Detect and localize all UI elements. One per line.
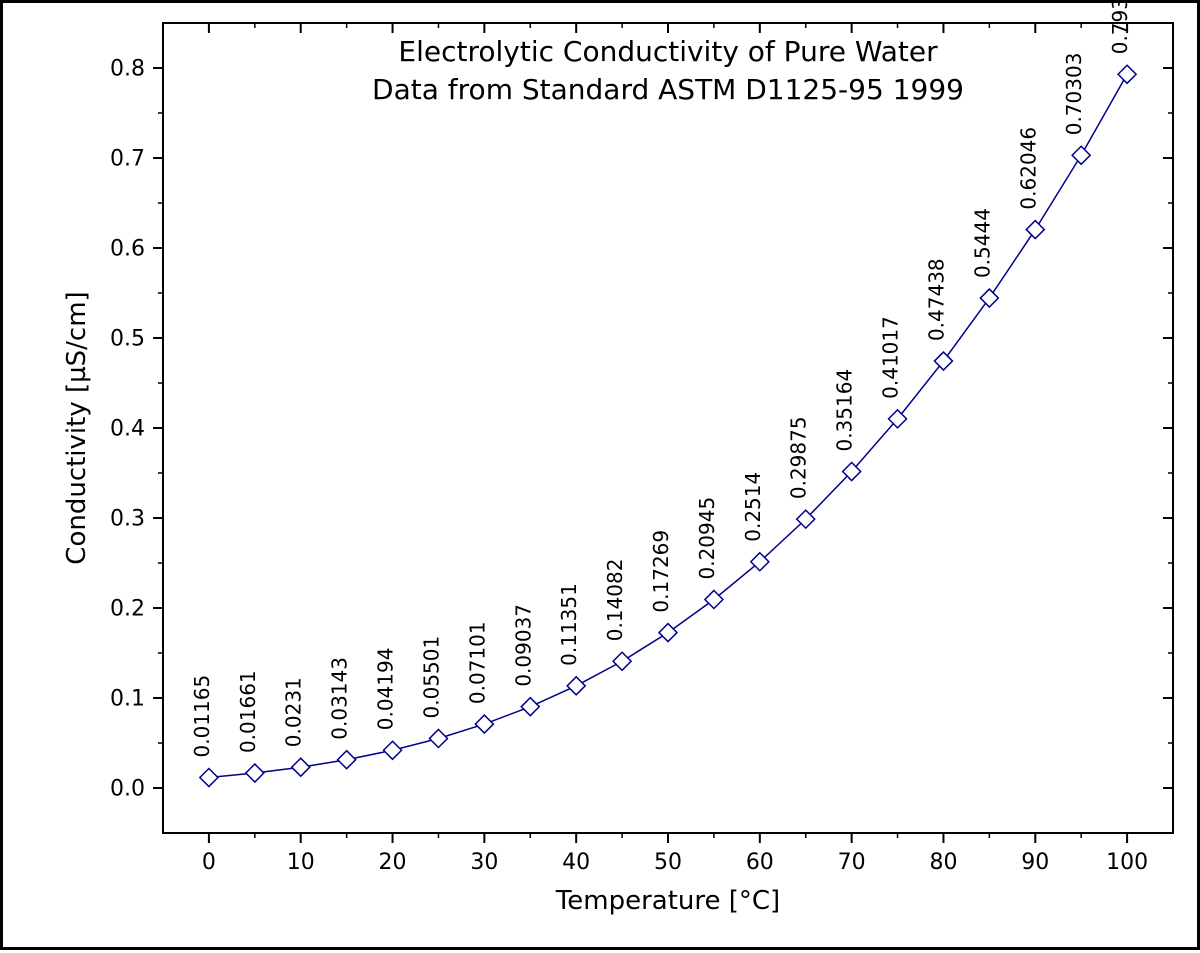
x-tick-label: 70 <box>838 850 866 875</box>
data-point-label: 0.0231 <box>282 677 306 747</box>
data-point-label: 0.01165 <box>190 675 214 758</box>
x-tick-label: 60 <box>746 850 774 875</box>
x-tick-label: 20 <box>379 850 407 875</box>
x-axis-label: Temperature [°C] <box>555 886 780 916</box>
x-tick-label: 40 <box>562 850 590 875</box>
data-point-label: 0.29875 <box>787 416 811 499</box>
data-point-label: 0.01661 <box>236 670 260 753</box>
y-tick-label: 0.7 <box>110 147 145 172</box>
data-point-label: 0.11351 <box>557 583 581 666</box>
chart-svg: 0 10 20 30 40 50 60 70 80 90 100 0.0 0.1 0.2 0.3 0.4 0.5… <box>3 3 1200 953</box>
data-point-label: 0.70303 <box>1062 53 1086 136</box>
data-point-label: 0.03143 <box>328 657 352 740</box>
chart-title-line1: Electrolytic Conductivity of Pure Water <box>398 35 938 68</box>
x-tick-label: 0 <box>202 850 216 875</box>
y-tick-label: 0.6 <box>110 237 145 262</box>
data-point-label: 0.07101 <box>465 621 489 704</box>
data-point-label: 0.41017 <box>879 316 903 399</box>
y-tick-label: 0.4 <box>110 417 145 442</box>
y-tick-label: 0.0 <box>110 777 145 802</box>
x-tick-label: 10 <box>287 850 315 875</box>
data-point-label: 0.5444 <box>970 208 994 278</box>
x-tick-label: 90 <box>1021 850 1049 875</box>
y-tick-label: 0.8 <box>110 57 145 82</box>
x-tick-label: 100 <box>1106 850 1148 875</box>
chart-title-line2: Data from Standard ASTM D1125-95 1999 <box>372 73 964 106</box>
y-axis-label: Conductivity [µS/cm] <box>62 291 92 564</box>
data-point-label: 0.09037 <box>511 604 535 687</box>
y-tick-label: 0.1 <box>110 687 145 712</box>
y-tick-label: 0.2 <box>110 597 145 622</box>
y-tick-label: 0.5 <box>110 327 145 352</box>
data-point-label: 0.47438 <box>924 258 948 341</box>
y-tick-label: 0.3 <box>110 507 145 532</box>
data-point-label: 0.79303 <box>1108 3 1132 54</box>
data-point-label: 0.35164 <box>833 369 857 452</box>
data-point-label: 0.04194 <box>374 648 398 731</box>
data-point-label: 0.62046 <box>1016 127 1040 210</box>
x-tick-label: 80 <box>929 850 957 875</box>
data-point-label: 0.05501 <box>419 636 443 719</box>
x-tick-label: 50 <box>654 850 682 875</box>
data-point-label: 0.20945 <box>695 497 719 580</box>
data-point-label: 0.17269 <box>649 530 673 613</box>
data-point-label: 0.2514 <box>741 472 765 542</box>
outer-frame: 0 10 20 30 40 50 60 70 80 90 100 0.0 0.1 0.2 0.3 0.4 0.5… <box>0 0 1200 950</box>
data-point-label: 0.14082 <box>603 559 627 642</box>
x-tick-label: 30 <box>470 850 498 875</box>
